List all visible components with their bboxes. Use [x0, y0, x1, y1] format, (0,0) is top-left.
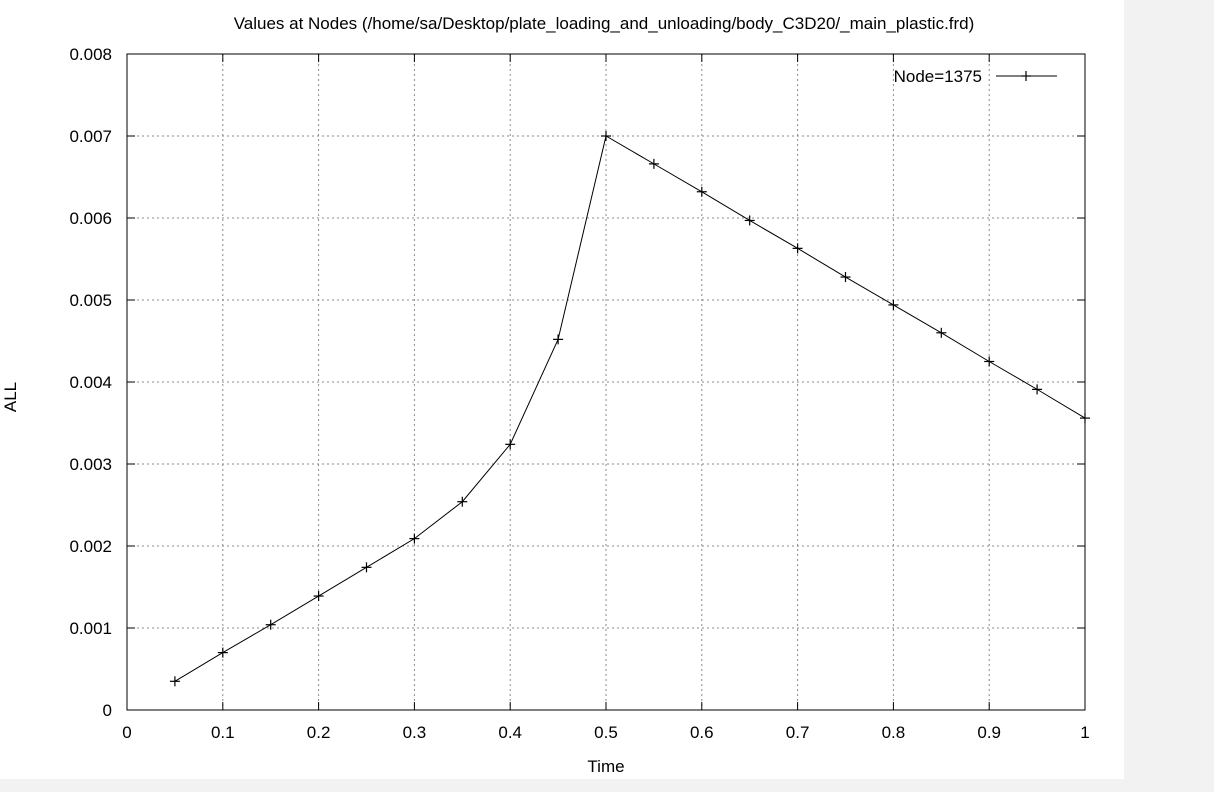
legend: Node=1375: [894, 67, 1057, 86]
chart-title: Values at Nodes (/home/sa/Desktop/plate_…: [234, 14, 975, 33]
data-point-marker: [409, 533, 420, 544]
data-point-marker: [648, 158, 659, 169]
x-axis-label: Time: [587, 757, 624, 776]
y-tick-label: 0.003: [69, 455, 112, 474]
data-point-marker: [1032, 384, 1043, 395]
plot-frame: [126, 53, 1086, 711]
legend-marker: [1021, 71, 1031, 81]
x-tick-label: 0.6: [690, 723, 714, 742]
data-point-marker: [888, 299, 899, 310]
y-tick-labels: 0 0.001 0.002 0.003 0.004 0.005 0.006 0.007 0.00…: [69, 45, 112, 720]
y-tick-label: 0.004: [69, 373, 112, 392]
ticks: [126, 53, 1086, 711]
data-point-marker: [792, 243, 803, 254]
data-point-marker: [505, 439, 516, 450]
data-point-marker: [696, 186, 707, 197]
series-layer: [169, 131, 1090, 687]
data-point-marker: [553, 334, 564, 345]
x-tick-label: 0.4: [498, 723, 522, 742]
y-tick-label: 0.005: [69, 291, 112, 310]
x-tick-label: 0.7: [786, 723, 810, 742]
x-tick-label: 0: [122, 723, 131, 742]
grid: [127, 54, 1085, 710]
x-tick-label: 0.2: [307, 723, 331, 742]
data-point-marker: [361, 562, 372, 573]
data-point-marker: [1080, 413, 1090, 424]
data-point-marker: [457, 496, 468, 507]
data-point-marker: [840, 272, 851, 283]
y-tick-label: 0.001: [69, 619, 112, 638]
chart: 0 0.001 0.002 0.003 0.004 0.005 0.006 0.007 0.00…: [1, 14, 1090, 776]
x-tick-label: 0.3: [403, 723, 427, 742]
x-tick-label: 0.1: [211, 723, 235, 742]
data-point-marker: [984, 356, 995, 367]
data-point-marker: [265, 619, 276, 630]
x-tick-label: 0.5: [594, 723, 618, 742]
data-point-marker: [601, 131, 611, 141]
y-axis-label: ALL: [1, 382, 20, 412]
legend-label-node-1375: Node=1375: [894, 67, 982, 86]
data-point-marker: [936, 327, 947, 338]
data-point-marker: [169, 676, 180, 687]
y-tick-label: 0.002: [69, 537, 112, 556]
y-tick-label: 0.007: [69, 127, 112, 146]
y-tick-label: 0: [103, 701, 112, 720]
data-point-marker: [744, 215, 755, 226]
x-tick-label: 0.9: [977, 723, 1001, 742]
data-point-marker: [217, 647, 228, 658]
plot-area: 0 0.001 0.002 0.003 0.004 0.005 0.006 0.007 0.00…: [0, 0, 1124, 779]
y-tick-label: 0.006: [69, 209, 112, 228]
series-line-node-1375: [174, 135, 1086, 682]
x-tick-labels: 0 0.1 0.2 0.3 0.4 0.5 0.6 0.7 0.8 0.9 1: [122, 723, 1089, 742]
x-tick-label: 1: [1080, 723, 1089, 742]
data-point-marker: [313, 591, 324, 602]
y-tick-label: 0.008: [69, 45, 112, 64]
x-tick-label: 0.8: [882, 723, 906, 742]
